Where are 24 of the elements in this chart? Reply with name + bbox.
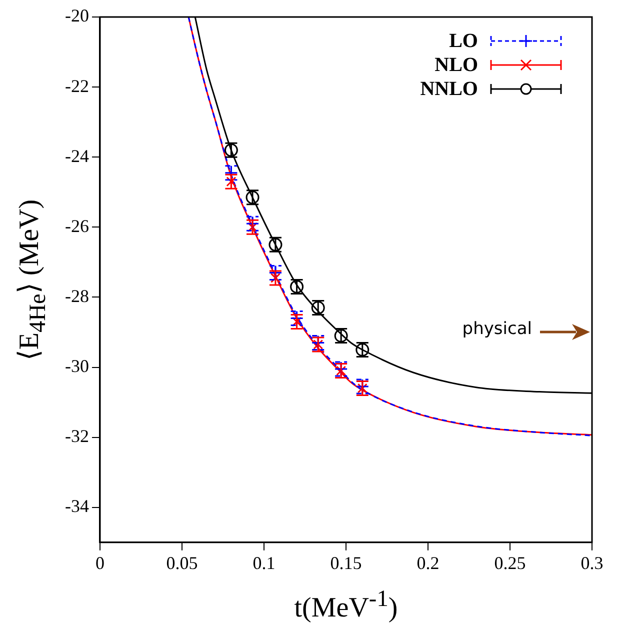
y-tick-label: -22 — [64, 76, 89, 96]
y-tick-label: -28 — [64, 286, 89, 306]
x-axis-title: t(MeV$^{-1}$) — [293, 586, 399, 624]
y-tick-label: -26 — [64, 216, 89, 236]
y-tick-label: -34 — [64, 496, 89, 516]
x-tick-label: 0.25 — [494, 552, 526, 573]
legend-label: NNLO — [420, 78, 478, 100]
x-tick-label: 0.15 — [330, 552, 362, 573]
x-tick-label: 0 — [95, 552, 104, 573]
annotation: physical — [462, 319, 532, 339]
x-tick-label: 0.3 — [580, 552, 604, 573]
point — [248, 222, 258, 232]
y-tick-label: -30 — [64, 356, 89, 376]
x-tick-label: 0.2 — [416, 552, 440, 573]
legend-label: NLO — [434, 54, 478, 76]
y-tick-label: -20 — [64, 6, 89, 26]
y-tick-label: -32 — [64, 426, 89, 446]
point — [313, 340, 324, 350]
y-tick-label: -24 — [64, 146, 89, 166]
point — [336, 366, 346, 376]
x-tick-label: 0.05 — [166, 552, 198, 573]
legend-label: LO — [449, 30, 478, 52]
x-tick-label: 0.1 — [252, 552, 276, 573]
point — [270, 272, 280, 283]
